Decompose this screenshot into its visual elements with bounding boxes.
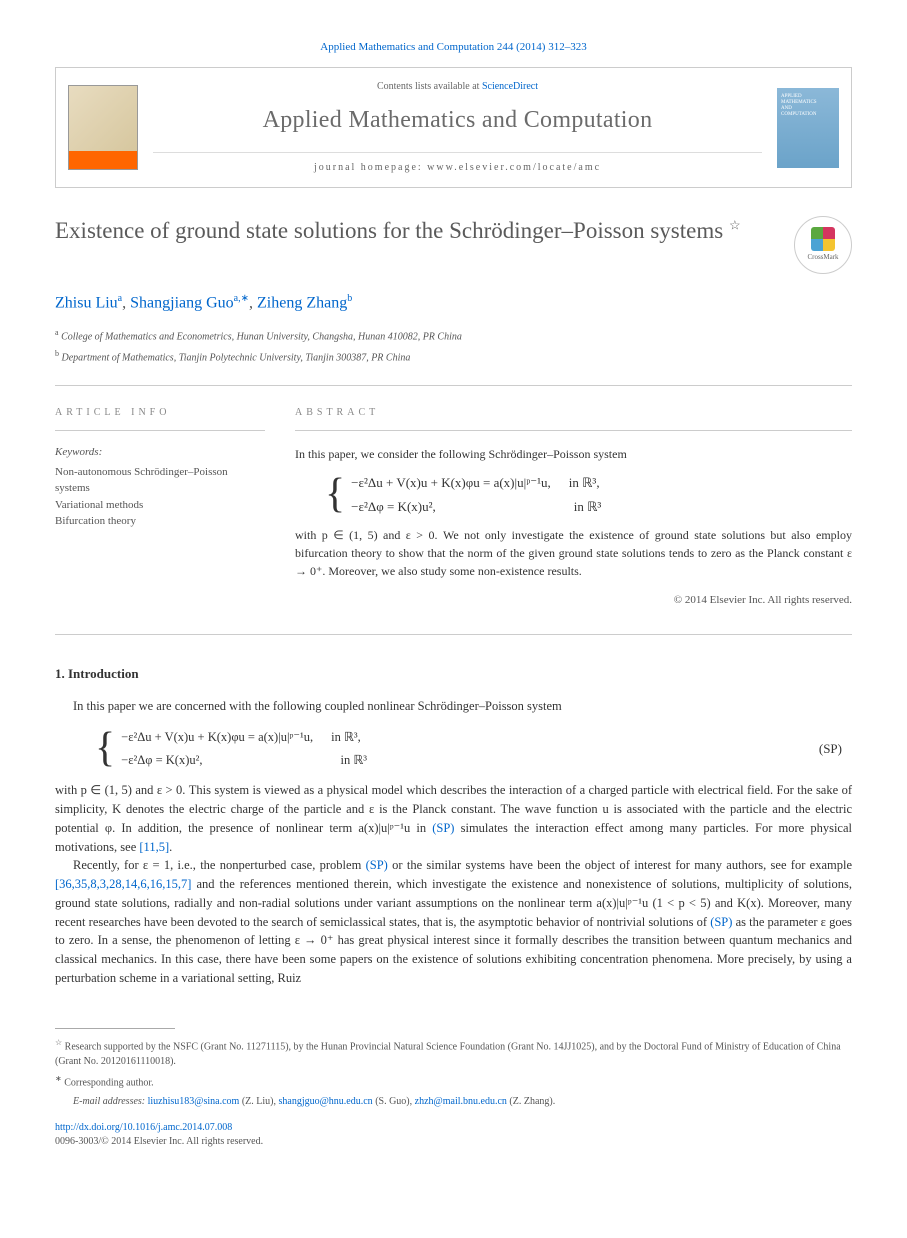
abstract-label: ABSTRACT (295, 406, 852, 431)
doi-line: http://dx.doi.org/10.1016/j.amc.2014.07.… (55, 1121, 852, 1135)
elsevier-label: ELSEVIER (69, 156, 137, 167)
affiliation-b: b Department of Mathematics, Tianjin Pol… (55, 348, 852, 365)
section-heading-intro: 1. Introduction (55, 665, 852, 683)
footnote-corresponding: ∗ Corresponding author. (55, 1073, 852, 1090)
keyword-item: Bifurcation theory (55, 513, 265, 530)
author-2-corr: ∗ (241, 293, 249, 304)
divider (55, 634, 852, 635)
crossmark-icon (811, 227, 835, 251)
article-info-label: ARTICLE INFO (55, 406, 265, 431)
authors-list: Zhisu Liua, Shangjiang Guoa,∗, Ziheng Zh… (55, 292, 852, 315)
abstract-equation: { −ε²Δu + V(x)u + K(x)φu = a(x)|u|ᵖ⁻¹u,i… (325, 473, 852, 516)
citation-link[interactable]: [36,35,8,3,28,14,6,16,15,7] (55, 877, 191, 891)
main-equation-sp: { −ε²Δu + V(x)u + K(x)φu = a(x)|u|ᵖ⁻¹u,i… (95, 728, 852, 770)
brace-icon: { (95, 730, 115, 768)
citation-header: Applied Mathematics and Computation 244 … (55, 40, 852, 55)
email-link-1[interactable]: liuzhisu183@sina.com (148, 1096, 240, 1107)
article-info-column: ARTICLE INFO Keywords: Non-autonomous Sc… (55, 406, 265, 609)
footnote-funding: ☆ Research supported by the NSFC (Grant … (55, 1037, 852, 1069)
abstract-body: with p ∈ (1, 5) and ε > 0. We not only i… (295, 526, 852, 580)
doi-link[interactable]: http://dx.doi.org/10.1016/j.amc.2014.07.… (55, 1122, 232, 1133)
intro-p2: with p ∈ (1, 5) and ε > 0. This system i… (55, 781, 852, 856)
keyword-item: Variational methods (55, 497, 265, 514)
email-link-3[interactable]: zhzh@mail.bnu.edu.cn (415, 1096, 507, 1107)
author-2-aff: a, (234, 293, 241, 304)
footnote-separator (55, 1028, 175, 1029)
keyword-item: Non-autonomous Schrödinger–Poisson syste… (55, 464, 265, 497)
journal-header-box: ELSEVIER Contents lists available at Sci… (55, 67, 852, 188)
abstract-column: ABSTRACT In this paper, we consider the … (295, 406, 852, 609)
article-title: Existence of ground state solutions for … (55, 216, 774, 246)
author-1[interactable]: Zhisu Liu (55, 294, 118, 311)
thumb-text: APPLIED MATHEMATICS AND COMPUTATION (781, 94, 817, 118)
email-link-2[interactable]: shangjguo@hnu.edu.cn (278, 1096, 372, 1107)
homepage-url: www.elsevier.com/locate/amc (427, 162, 601, 173)
author-2[interactable]: Shangjiang Guo (130, 294, 234, 311)
body-text: In this paper we are concerned with the … (55, 697, 852, 988)
contents-available: Contents lists available at ScienceDirec… (153, 80, 762, 94)
abstract-intro: In this paper, we consider the following… (295, 445, 852, 463)
title-footnote-marker: ☆ (729, 217, 741, 232)
copyright-line: © 2014 Elsevier Inc. All rights reserved… (295, 592, 852, 609)
journal-name: Applied Mathematics and Computation (153, 104, 762, 138)
intro-p3: Recently, for ε = 1, i.e., the nonpertur… (55, 856, 852, 987)
author-3[interactable]: Ziheng Zhang (257, 294, 347, 311)
equation-label-sp: (SP) (819, 739, 842, 759)
header-center: Contents lists available at ScienceDirec… (153, 80, 762, 175)
homepage-prefix: journal homepage: (314, 162, 427, 173)
divider (55, 385, 852, 386)
affiliation-a: a College of Mathematics and Econometric… (55, 327, 852, 344)
corr-marker: ∗ (55, 1074, 62, 1083)
crossmark-badge[interactable]: CrossMark (794, 216, 852, 274)
contents-prefix: Contents lists available at (377, 81, 482, 92)
author-3-aff: b (347, 293, 352, 304)
issn-line: 0096-3003/© 2014 Elsevier Inc. All right… (55, 1135, 852, 1149)
journal-cover-thumb: APPLIED MATHEMATICS AND COMPUTATION (777, 88, 839, 168)
sp-reference-link[interactable]: (SP) (366, 858, 388, 872)
email-label: E-mail addresses: (73, 1096, 148, 1107)
funding-marker: ☆ (55, 1038, 62, 1047)
keywords-list: Non-autonomous Schrödinger–Poisson syste… (55, 464, 265, 530)
sp-reference-link[interactable]: (SP) (432, 821, 454, 835)
brace-icon: { (325, 476, 345, 514)
abstract-text: In this paper, we consider the following… (295, 445, 852, 609)
sp-reference-link[interactable]: (SP) (710, 915, 732, 929)
crossmark-label: CrossMark (807, 253, 838, 263)
sciencedirect-link[interactable]: ScienceDirect (482, 81, 538, 92)
title-text: Existence of ground state solutions for … (55, 218, 723, 243)
elsevier-logo: ELSEVIER (68, 85, 138, 170)
keywords-label: Keywords: (55, 445, 265, 460)
intro-p1: In this paper we are concerned with the … (55, 697, 852, 716)
footnote-emails: E-mail addresses: liuzhisu183@sina.com (… (55, 1094, 852, 1109)
homepage-line: journal homepage: www.elsevier.com/locat… (153, 152, 762, 175)
citation-link[interactable]: [11,5] (139, 840, 169, 854)
